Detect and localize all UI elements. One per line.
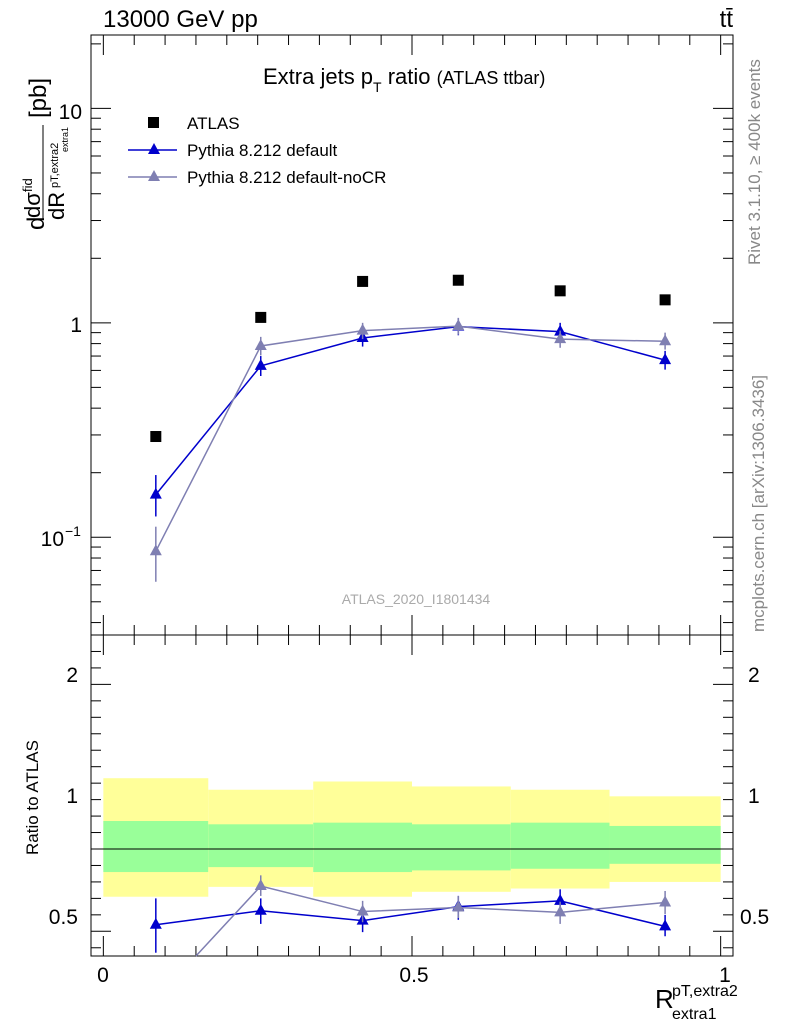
stat-uncertainty-band [313,822,412,873]
stat-uncertainty-band [208,824,314,868]
data-point [659,294,671,306]
ratio-y-tick-0.5-right: 0.5 [740,906,769,929]
data-point [659,334,672,346]
main-y-axis-label-sub: pT,extra2 [49,143,61,188]
chart-title: Extra jets pT ratio (ATLAS ttbar) [263,64,545,95]
legend-marker-default [148,143,160,154]
stat-uncertainty-band [609,825,721,864]
ratio-data-point [659,895,672,907]
data-point [554,332,567,344]
ratio-series-line [195,885,666,957]
x-tick-1: 1 [719,964,731,987]
ratio-data-point [452,900,465,912]
y-tick-label-1: 1 [70,314,82,337]
y-tick-exponent: −1 [65,523,81,539]
data-point [659,353,672,365]
ratio-data-point [554,905,567,917]
data-point [452,319,465,331]
x-axis-label-main: R [655,984,674,1014]
ratio-data-point [149,917,162,929]
stat-uncertainty-band [412,824,511,871]
series-line [155,325,666,552]
y-tick-label-10: 10 [59,101,82,124]
data-point [255,311,267,323]
ratio-data-layer [149,875,672,957]
legend-marker-atlas [148,117,159,128]
data-point [254,358,267,370]
series-line [155,325,666,496]
x-axis-label: R pT,extra2 extra1 [655,983,738,1023]
data-point [254,338,267,350]
stat-uncertainty-band [103,821,209,873]
main-y-axis-label-fid: fid [20,178,35,192]
x-axis-label-sup: pT,extra2 [672,983,738,1000]
analysis-label: ATLAS_2020_I1801434 [342,591,491,607]
legend-label-atlas: ATLAS [187,114,240,133]
mcplots-label: mcplots.cern.ch [arXiv:1306.3436] [749,375,768,632]
ratio-y-tick-2: 2 [66,664,78,687]
ratio-panel: 0.5 1 2 0.5 1 2 Ratio to ATLAS 0 0.5 1 R… [23,634,769,1023]
stat-uncertainty-band [510,822,610,869]
data-point [149,544,162,556]
main-y-axis-label-subsub: extra1 [60,127,70,152]
main-y-axis-label: d dσ fid dR pT,extra2 extra1 [pb] [20,78,70,230]
ratio-y-tick-1: 1 [66,785,78,808]
ratio-y-tick-2-right: 2 [748,664,760,687]
legend-marker-nocr [148,170,160,181]
data-point [149,487,162,499]
y-tick-label-0.1: 10 [41,528,64,551]
main-y-axis-label-dsigma: dσ [20,192,45,218]
data-point [150,431,162,443]
main-y-axis-label-unit: [pb] [25,78,52,118]
ratio-axis-ticks [91,635,733,956]
ratio-data-point [554,893,567,905]
main-axis-ticks [91,35,733,635]
rivet-label: Rivet 3.1.10, ≥ 400k events [745,59,764,265]
process-label: tt̄ [720,6,734,33]
main-y-axis-label-dr: dR [44,192,69,220]
data-point [554,324,567,336]
ratio-data-point [254,879,267,891]
x-tick-0.5: 0.5 [399,964,428,987]
legend-label-default: Pythia 8.212 default [187,141,338,160]
x-axis-label-sub: extra1 [672,1006,717,1023]
legend-label-nocr: Pythia 8.212 default-noCR [187,168,386,187]
main-panel: Extra jets pT ratio (ATLAS ttbar) ATLAS … [20,34,734,636]
data-point [357,275,369,287]
data-point [554,285,566,297]
data-point [356,323,369,335]
data-point [452,274,464,286]
ratio-data-point [659,919,672,931]
main-data-layer [149,274,672,582]
ratio-y-tick-0.5: 0.5 [49,906,78,929]
ratio-data-point [356,904,369,916]
ratio-y-tick-1-right: 1 [748,785,760,808]
energy-label: 13000 GeV pp [103,6,258,33]
ratio-series-line [155,900,666,928]
legend: ATLAS Pythia 8.212 default Pythia 8.212 … [128,114,386,187]
x-tick-0: 0 [97,964,109,987]
ratio-bands [91,778,733,897]
ratio-data-point [254,903,267,915]
ratio-y-axis-label: Ratio to ATLAS [23,740,42,855]
